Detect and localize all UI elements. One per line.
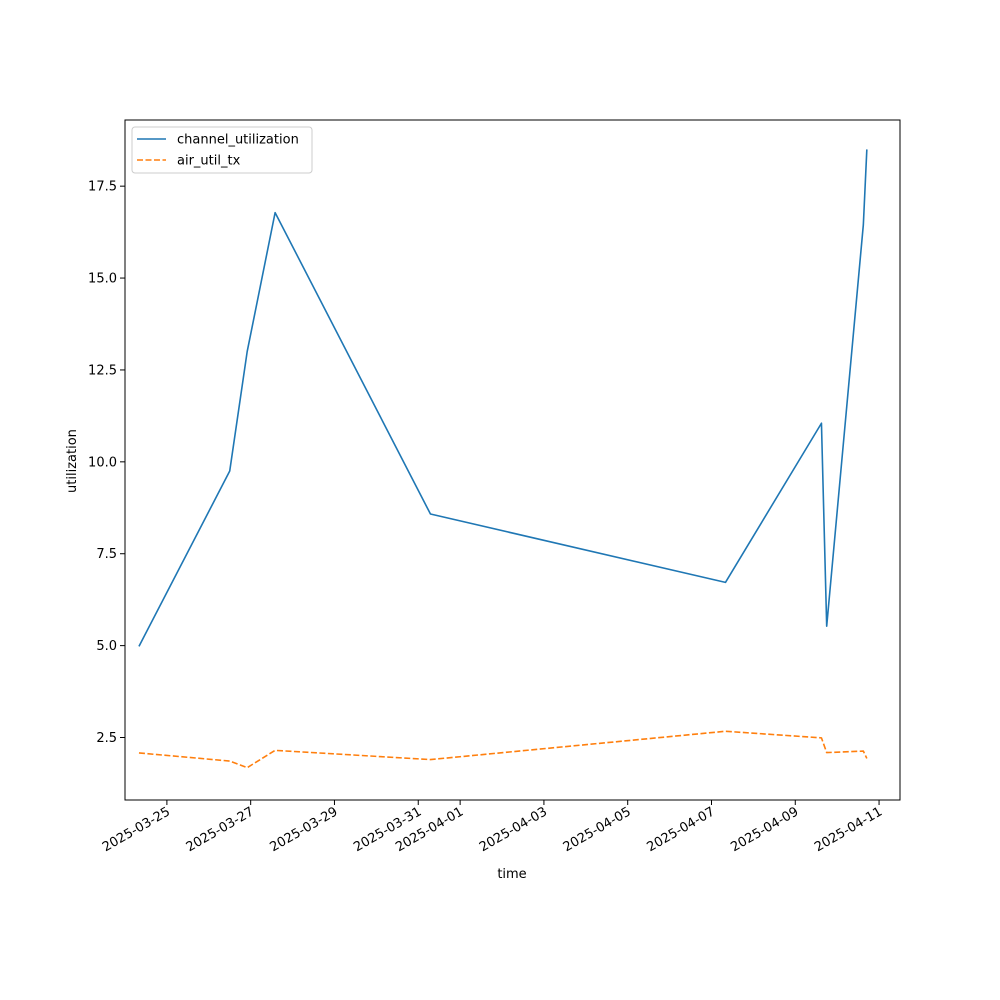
plot-frame xyxy=(124,119,901,801)
series-layer xyxy=(138,149,868,769)
y-tick-label: 10.0 xyxy=(88,455,117,470)
y-tick-label: 5.0 xyxy=(96,639,117,654)
x-tick-label: 2025-03-29 xyxy=(268,804,341,855)
x-tick-label: 2025-03-27 xyxy=(184,804,257,855)
legend-box xyxy=(131,126,313,174)
y-axis: 2.5 5.0 7.5 10.0 12.5 15.0 17.5 xyxy=(88,180,125,746)
x-tick-label: 2025-03-25 xyxy=(100,804,173,855)
plot-area xyxy=(125,120,900,800)
series-line-channel_utilization xyxy=(138,149,868,647)
y-tick-label: 7.5 xyxy=(96,547,117,562)
y-tick-label: 12.5 xyxy=(88,363,117,378)
y-tick-label: 2.5 xyxy=(96,731,117,746)
x-tick-label: 2025-04-07 xyxy=(645,804,718,855)
y-tick-label: 17.5 xyxy=(88,180,117,195)
series-line-air_util_tx xyxy=(138,730,868,769)
y-axis-label: utilization xyxy=(65,429,80,493)
x-tick-label: 2025-04-03 xyxy=(477,804,550,855)
y-tick-label: 15.0 xyxy=(88,272,117,287)
x-axis: 2025-03-25 2025-03-27 2025-03-29 2025-03-31… xyxy=(100,800,885,855)
x-tick-label: 2025-04-05 xyxy=(561,804,634,855)
legend-label: channel_utilization xyxy=(177,133,299,148)
legend-label: air_util_tx xyxy=(177,154,241,169)
x-tick-label: 2025-04-11 xyxy=(812,804,885,855)
x-tick-label: 2025-04-09 xyxy=(728,804,801,855)
x-axis-label: time xyxy=(497,867,526,882)
legend: channel_utilization air_util_tx xyxy=(131,126,313,174)
